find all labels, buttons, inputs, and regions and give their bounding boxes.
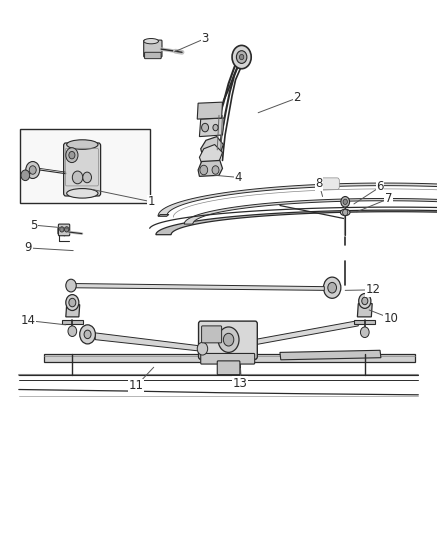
FancyBboxPatch shape (145, 52, 161, 59)
Circle shape (66, 148, 78, 163)
Circle shape (66, 279, 76, 292)
Circle shape (218, 327, 239, 352)
Polygon shape (62, 319, 83, 324)
Circle shape (66, 295, 79, 311)
FancyBboxPatch shape (217, 361, 240, 375)
Circle shape (72, 171, 83, 184)
Circle shape (213, 124, 218, 131)
Circle shape (84, 330, 91, 338)
Polygon shape (156, 210, 438, 235)
FancyBboxPatch shape (144, 40, 162, 57)
Text: 5: 5 (30, 219, 38, 232)
FancyBboxPatch shape (58, 224, 70, 236)
Text: 9: 9 (25, 241, 32, 254)
Polygon shape (199, 118, 224, 136)
Text: 14: 14 (21, 314, 36, 327)
Polygon shape (197, 102, 223, 119)
Text: 6: 6 (376, 181, 384, 193)
Polygon shape (184, 198, 438, 224)
Polygon shape (280, 350, 381, 360)
FancyBboxPatch shape (317, 178, 339, 190)
Circle shape (69, 151, 75, 159)
Polygon shape (158, 183, 438, 216)
Circle shape (223, 333, 234, 346)
Polygon shape (201, 136, 223, 155)
Circle shape (323, 277, 341, 298)
Circle shape (343, 209, 348, 216)
Circle shape (197, 342, 208, 355)
Text: 8: 8 (315, 177, 323, 190)
Circle shape (232, 45, 251, 69)
Polygon shape (44, 354, 415, 362)
FancyBboxPatch shape (201, 353, 254, 364)
Polygon shape (357, 304, 372, 317)
Circle shape (200, 165, 208, 175)
Text: 7: 7 (385, 192, 392, 205)
Polygon shape (158, 215, 169, 216)
Polygon shape (95, 333, 202, 351)
Circle shape (212, 166, 219, 174)
Circle shape (237, 51, 247, 63)
FancyBboxPatch shape (198, 321, 257, 359)
FancyBboxPatch shape (201, 326, 222, 343)
Polygon shape (69, 284, 324, 290)
Circle shape (341, 197, 350, 207)
Text: 2: 2 (293, 91, 301, 104)
Ellipse shape (340, 209, 350, 216)
Polygon shape (199, 144, 223, 163)
Circle shape (68, 326, 77, 336)
Text: 12: 12 (366, 284, 381, 296)
Circle shape (328, 282, 336, 293)
Ellipse shape (67, 189, 98, 198)
Bar (20, 128, 150, 203)
Text: 1: 1 (148, 195, 155, 208)
Circle shape (360, 327, 369, 337)
Ellipse shape (144, 38, 159, 44)
Text: 13: 13 (233, 377, 247, 390)
Circle shape (83, 172, 92, 183)
Circle shape (26, 161, 40, 179)
FancyBboxPatch shape (64, 143, 101, 196)
Circle shape (359, 294, 371, 309)
Text: 4: 4 (235, 171, 242, 184)
Circle shape (80, 325, 95, 344)
Circle shape (21, 170, 30, 181)
Circle shape (240, 54, 244, 60)
Text: 10: 10 (384, 312, 398, 325)
Circle shape (69, 298, 76, 307)
Polygon shape (254, 320, 358, 345)
Circle shape (29, 166, 36, 174)
Circle shape (362, 297, 368, 305)
Polygon shape (198, 160, 223, 176)
Circle shape (201, 123, 208, 132)
Polygon shape (66, 305, 80, 317)
Circle shape (343, 199, 347, 205)
Ellipse shape (67, 140, 98, 149)
Polygon shape (354, 319, 375, 324)
Text: 3: 3 (201, 32, 209, 45)
Polygon shape (58, 227, 69, 236)
Text: 11: 11 (129, 379, 144, 392)
Circle shape (60, 227, 64, 232)
Circle shape (64, 227, 69, 232)
Polygon shape (145, 42, 162, 54)
